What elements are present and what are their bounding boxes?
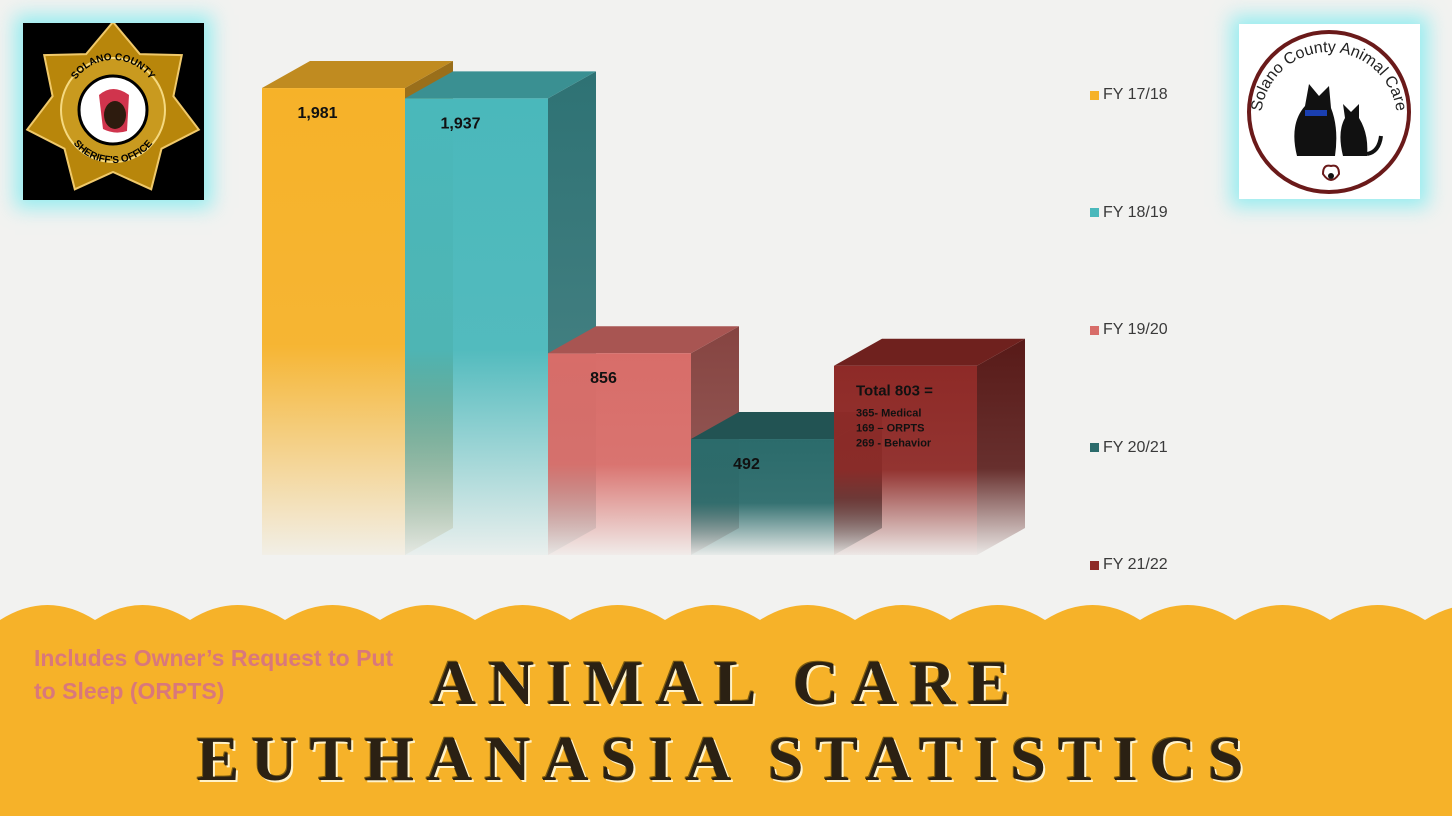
legend-swatch-4: [1090, 443, 1099, 452]
bar-top-5: [834, 338, 1025, 366]
bar-top-3: [548, 326, 739, 354]
legend-swatch-5: [1090, 560, 1099, 570]
legend-item-4: FY 20/21: [1090, 439, 1168, 457]
data-label-1: 1,981: [297, 105, 337, 122]
legend-swatch-2: [1090, 208, 1099, 217]
legend-label-1: FY 17/18: [1103, 86, 1168, 103]
legend-item-2: FY 18/19: [1090, 204, 1168, 222]
legend-swatch-1: [1090, 90, 1099, 100]
bar-top-2: [405, 71, 596, 99]
legend-item-1: FY 17/18: [1090, 86, 1168, 104]
breakdown-line-2: 169 – ORPTS: [856, 423, 924, 435]
breakdown-line-3: 269 - Behavior: [856, 438, 932, 450]
bar-front-4: [691, 439, 834, 555]
bar-top-1: [262, 61, 453, 89]
legend-swatch-3: [1090, 325, 1099, 335]
bar-front-3: [548, 353, 691, 555]
legend-label-2: FY 18/19: [1103, 203, 1168, 221]
bottom-wave-band: [0, 605, 1452, 816]
legend-item-3: FY 19/20: [1090, 321, 1168, 339]
legend-item-5: FY 21/22: [1090, 556, 1168, 574]
title-line-2: EUTHANASIA STATISTICS: [196, 723, 1256, 794]
legend-label-3: FY 19/20: [1103, 321, 1168, 338]
bar-front-5: [834, 365, 977, 555]
data-label-3: 856: [590, 370, 617, 387]
bar-chart: 1,981 1,937 856 492 Total 803 = 365- Medical 1…: [262, 61, 1025, 556]
sheriff-star-icon: SOLANO COUNTY SHERIFF'S OFFICE: [25, 20, 201, 191]
breakdown-line-1: 365- Medical: [856, 408, 921, 420]
data-label-4: 492: [733, 456, 760, 473]
orpts-note: Includes Owner’s Request to Put to Sleep…: [34, 645, 394, 704]
bar-front-1: [262, 88, 405, 556]
bar-front-2: [405, 98, 548, 556]
data-label-5: Total 803 =: [856, 383, 933, 400]
bar-5: [834, 338, 1025, 555]
title-line-1: ANIMAL CARE: [429, 647, 1023, 718]
legend-label-4: FY 20/21: [1103, 438, 1168, 456]
legend-label-5: FY 21/22: [1103, 556, 1168, 573]
animal-care-logo: Solano County Animal Care: [1239, 24, 1420, 199]
sheriff-badge-logo: SOLANO COUNTY SHERIFF'S OFFICE: [23, 20, 204, 200]
bar-side-5: [977, 338, 1025, 555]
cat-dog-icon: Solano County Animal Care: [1247, 30, 1411, 194]
chart-legend: FY 17/18 FY 18/19 FY 19/20 FY 20/21 FY 21/22: [1090, 0, 1250, 600]
data-label-2: 1,937: [440, 115, 480, 132]
